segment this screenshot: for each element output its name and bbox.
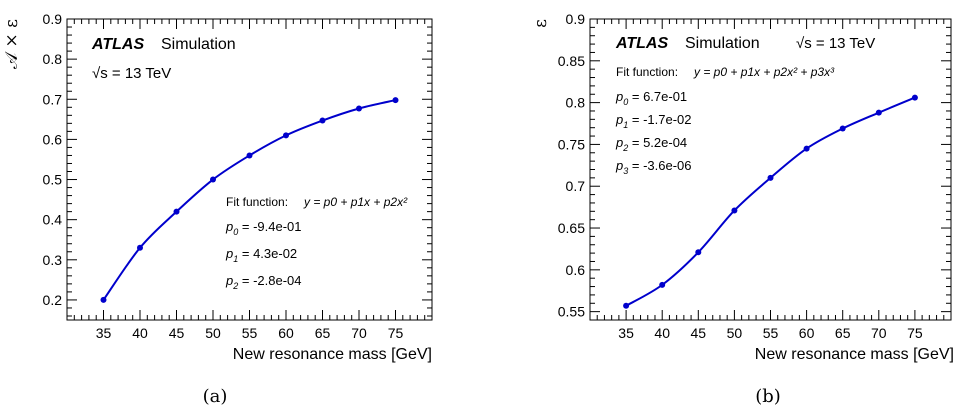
data-point xyxy=(767,174,774,181)
x-tick-label: 70 xyxy=(871,325,887,341)
fit-function-label: Fit function: xyxy=(226,195,288,209)
x-tick-label: 35 xyxy=(618,325,634,341)
y-tick-labels: 0.2 0.3 0.4 0.5 0.6 0.7 0.8 0.9 xyxy=(43,11,63,308)
data-point xyxy=(875,109,882,116)
data-point xyxy=(695,249,702,256)
x-tick-label: 60 xyxy=(278,325,294,341)
panel-b: 0.55 0.6 0.65 0.7 0.75 0.8 0.85 0.9 35 40 45 50 55 6… xyxy=(531,11,954,407)
fit-function-formula: y = p0 + p1x + p2x² xyxy=(303,195,408,209)
fit-parameter: p0 = 6.7e-01 xyxy=(615,89,687,107)
data-point xyxy=(731,207,738,214)
x-tick-label: 65 xyxy=(315,325,331,341)
atlas-label: ATLAS xyxy=(615,35,668,52)
y-tick-label: 0.4 xyxy=(43,212,63,228)
y-tick-label: 0.85 xyxy=(558,53,585,69)
data-point xyxy=(659,281,666,288)
y-axis-label: 𝒜 × ε xyxy=(2,19,22,69)
y-tick-label: 0.65 xyxy=(558,220,585,236)
data-point xyxy=(246,152,253,159)
x-tick-label: 70 xyxy=(351,325,367,341)
y-tick-label: 0.9 xyxy=(43,11,63,27)
x-tick-label: 40 xyxy=(654,325,670,341)
y-tick-label: 0.5 xyxy=(43,172,63,188)
data-point xyxy=(173,208,180,215)
y-tick-label: 0.8 xyxy=(566,95,586,111)
x-tick-labels: 35 40 45 50 55 60 65 70 75 xyxy=(618,325,923,341)
x-tick-label: 45 xyxy=(169,325,185,341)
fit-parameters: p0 = 6.7e-01 p1 = -1.7e-02 p2 = 5.2e-04 p3 … xyxy=(615,89,692,176)
fit-parameters: p0 = -9.4e-01 p1 = 4.3e-02 p2 = -2.8e-04 xyxy=(225,219,302,291)
energy-label: √s = 13 TeV xyxy=(92,65,171,82)
data-point xyxy=(839,125,846,132)
simulation-label: Simulation xyxy=(685,35,760,52)
tick-marks xyxy=(590,18,951,321)
data-points xyxy=(100,97,399,303)
y-tick-label: 0.3 xyxy=(43,252,63,268)
data-point xyxy=(319,117,326,124)
x-tick-label: 75 xyxy=(907,325,923,341)
data-point xyxy=(803,145,810,152)
y-tick-label: 0.8 xyxy=(43,51,63,67)
y-tick-label: 0.2 xyxy=(43,292,63,308)
y-tick-label: 0.7 xyxy=(43,91,63,107)
fit-parameter: p2 = 5.2e-04 xyxy=(615,135,687,153)
x-tick-label: 50 xyxy=(205,325,221,341)
panel-label: (a) xyxy=(203,386,228,407)
x-tick-labels: 35 40 45 50 55 60 65 70 75 xyxy=(96,325,404,341)
x-axis-label: New resonance mass [GeV] xyxy=(755,346,954,363)
data-point xyxy=(210,176,216,183)
x-tick-label: 55 xyxy=(242,325,258,341)
y-tick-label: 0.55 xyxy=(558,304,585,320)
data-point xyxy=(137,244,143,251)
y-tick-label: 0.75 xyxy=(558,136,585,152)
atlas-label: ATLAS xyxy=(91,36,144,53)
x-tick-label: 40 xyxy=(132,325,148,341)
y-tick-label: 0.6 xyxy=(566,262,586,278)
x-tick-label: 75 xyxy=(388,325,404,341)
fit-parameter: p1 = 4.3e-02 xyxy=(225,246,297,264)
x-tick-label: 65 xyxy=(835,325,851,341)
tick-marks xyxy=(67,18,432,320)
data-points xyxy=(623,94,918,309)
fit-curve xyxy=(625,96,916,307)
data-point xyxy=(283,132,289,139)
y-tick-labels: 0.55 0.6 0.65 0.7 0.75 0.8 0.85 0.9 xyxy=(558,11,585,320)
y-axis-label: ε xyxy=(531,19,551,28)
y-tick-label: 0.6 xyxy=(43,131,63,147)
fit-parameter: p0 = -9.4e-01 xyxy=(225,219,302,237)
data-point xyxy=(911,94,918,101)
data-point xyxy=(623,302,630,309)
data-point xyxy=(100,296,107,303)
x-tick-label: 55 xyxy=(763,325,779,341)
panel-a: 0.2 0.3 0.4 0.5 0.6 0.7 0.8 0.9 35 40 45 50 55 60 65 7… xyxy=(2,11,433,407)
fit-parameter: p1 = -1.7e-02 xyxy=(615,112,692,130)
y-tick-label: 0.7 xyxy=(566,178,586,194)
simulation-label: Simulation xyxy=(161,36,236,53)
x-tick-label: 35 xyxy=(96,325,112,341)
fit-parameter: p2 = -2.8e-04 xyxy=(225,273,302,291)
x-tick-label: 45 xyxy=(691,325,707,341)
x-tick-label: 60 xyxy=(799,325,815,341)
x-axis-label: New resonance mass [GeV] xyxy=(233,346,432,363)
fit-function-formula: y = p0 + p1x + p2x² + p3x³ xyxy=(693,65,835,79)
energy-label: √s = 13 TeV xyxy=(796,35,875,52)
data-point xyxy=(356,105,362,112)
fit-parameter: p3 = -3.6e-06 xyxy=(615,158,692,176)
panel-label: (b) xyxy=(755,386,781,407)
x-tick-label: 50 xyxy=(727,325,743,341)
y-tick-label: 0.9 xyxy=(566,11,586,27)
fit-function-label: Fit function: xyxy=(616,65,678,79)
data-point xyxy=(392,97,399,104)
